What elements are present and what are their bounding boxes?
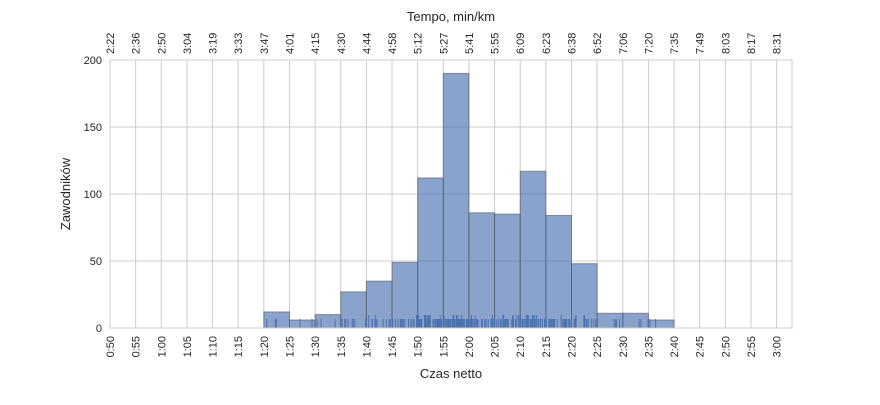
top-tick-label: 2:50 bbox=[156, 33, 168, 54]
x-tick-label: 1:50 bbox=[413, 336, 425, 357]
histogram-bar bbox=[622, 312, 649, 329]
x-tick-label: 2:05 bbox=[490, 336, 502, 357]
top-tick-label: 7:06 bbox=[618, 33, 630, 54]
y-tick-label: 50 bbox=[90, 256, 102, 268]
top-tick-label: 6:23 bbox=[541, 33, 553, 54]
top-tick-label: 5:41 bbox=[464, 33, 476, 54]
x-tick-label: 2:25 bbox=[592, 336, 604, 357]
x-tick-label: 2:35 bbox=[643, 336, 655, 357]
x-tick-label: 2:55 bbox=[746, 336, 758, 357]
y-tick-label: 100 bbox=[84, 189, 102, 201]
histogram-bar bbox=[494, 213, 521, 329]
histogram-bar bbox=[417, 177, 444, 329]
top-tick-label: 3:47 bbox=[259, 33, 271, 54]
top-tick-label: 3:04 bbox=[182, 33, 194, 54]
x-tick-label: 1:30 bbox=[310, 336, 322, 357]
x-tick-label: 2:20 bbox=[567, 336, 579, 357]
x-tick-label: 2:40 bbox=[669, 336, 681, 357]
x-tick-label: 0:50 bbox=[105, 336, 117, 357]
x-tick-label: 1:05 bbox=[182, 336, 194, 357]
y-tick-label: 0 bbox=[96, 323, 102, 335]
top-tick-label: 8:31 bbox=[772, 33, 784, 54]
top-tick-label: 4:44 bbox=[361, 33, 373, 54]
top-tick-label: 3:33 bbox=[233, 33, 245, 54]
histogram-bar bbox=[647, 319, 675, 329]
histogram-bar bbox=[391, 261, 419, 329]
histogram-bar bbox=[596, 312, 624, 329]
top-tick-label: 5:12 bbox=[413, 33, 425, 54]
top-tick-label: 5:27 bbox=[438, 33, 450, 54]
top-tick-label: 8:03 bbox=[720, 33, 732, 54]
x-tick-label: 2:15 bbox=[541, 336, 553, 357]
x-tick-label: 1:10 bbox=[208, 336, 220, 357]
x-tick-labels: 0:50 0:55 1:00 1:05 1:10 1:15 1:20 1:25 1:30 1:35… bbox=[105, 336, 784, 357]
top-tick-label: 4:01 bbox=[284, 33, 296, 54]
histogram-bar bbox=[365, 280, 393, 329]
top-tick-label: 7:35 bbox=[669, 33, 681, 54]
top-tick-label: 4:30 bbox=[336, 33, 348, 54]
y-tick-labels: 0 50 100 150 200 bbox=[84, 55, 102, 335]
top-tick-label: 2:22 bbox=[105, 33, 117, 54]
x-tick-label: 1:40 bbox=[361, 336, 373, 357]
top-tick-label: 3:19 bbox=[208, 33, 220, 54]
y-axis-label: Zawodników bbox=[58, 157, 73, 230]
histogram-bar bbox=[288, 319, 316, 329]
top-tick-label: 4:15 bbox=[310, 33, 322, 54]
x-tick-label: 1:15 bbox=[233, 336, 245, 357]
histogram-bar bbox=[545, 214, 573, 329]
x-tick-label: 2:50 bbox=[720, 336, 732, 357]
top-tick-label: 8:17 bbox=[746, 33, 758, 54]
x-axis-label: Czas netto bbox=[420, 366, 482, 381]
top-tick-label: 7:20 bbox=[643, 33, 655, 54]
x-tick-label: 1:45 bbox=[387, 336, 399, 357]
histogram-bar bbox=[468, 212, 496, 329]
plot-frame bbox=[109, 59, 793, 329]
rug-plot bbox=[266, 315, 657, 328]
histogram-bar bbox=[314, 314, 342, 329]
x-tick-label: 1:35 bbox=[336, 336, 348, 357]
histogram-bar bbox=[442, 72, 470, 329]
x-tick-label: 0:55 bbox=[131, 336, 143, 357]
top-tick-labels: 2:22 2:36 2:50 3:04 3:19 3:33 3:47 4:01 4:15 4:30… bbox=[105, 33, 784, 54]
top-tick-label: 6:38 bbox=[567, 33, 579, 54]
top-tick-label: 5:55 bbox=[490, 33, 502, 54]
x-tick-label: 2:45 bbox=[695, 336, 707, 357]
x-tick-label: 3:00 bbox=[772, 336, 784, 357]
top-axis-label: Tempo, min/km bbox=[407, 9, 495, 24]
x-tick-label: 2:00 bbox=[464, 336, 476, 357]
x-tick-label: 2:30 bbox=[618, 336, 630, 357]
top-tick-label: 6:52 bbox=[592, 33, 604, 54]
y-tick-label: 200 bbox=[84, 55, 102, 67]
top-tick-label: 2:36 bbox=[131, 33, 143, 54]
histogram-bar bbox=[519, 170, 547, 329]
x-tick-label: 1:00 bbox=[156, 336, 168, 357]
x-tick-label: 2:10 bbox=[515, 336, 527, 357]
top-tick-label: 4:58 bbox=[387, 33, 399, 54]
x-tick-label: 1:55 bbox=[438, 336, 450, 357]
y-tick-label: 150 bbox=[84, 122, 102, 134]
top-tick-label: 7:49 bbox=[695, 33, 707, 54]
x-tick-label: 1:20 bbox=[259, 336, 271, 357]
top-tick-label: 6:09 bbox=[515, 33, 527, 54]
x-tick-label: 1:25 bbox=[284, 336, 296, 357]
